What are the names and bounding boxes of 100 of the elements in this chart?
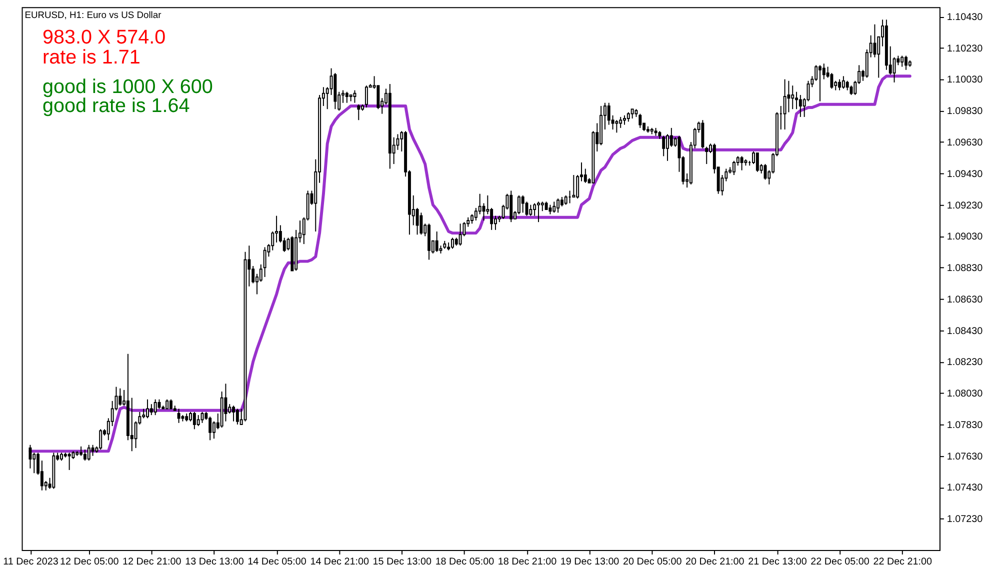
candlestick	[146, 398, 149, 419]
candlestick	[814, 64, 818, 82]
y-tick-label: 1.09630	[946, 138, 983, 149]
y-tick-label: 1.08030	[946, 388, 983, 400]
x-tick-label: 20 Dec 05:00	[622, 556, 682, 568]
candlestick	[564, 194, 568, 206]
x-tick-label: 21 Dec 13:00	[748, 556, 808, 568]
candlestick	[529, 204, 532, 216]
candlestick	[623, 114, 626, 126]
candlestick	[192, 411, 196, 430]
x-tick-label: 14 Dec 21:00	[310, 556, 370, 568]
candlestick	[756, 152, 759, 172]
y-tick-label: 1.07230	[946, 514, 983, 526]
candlestick	[87, 444, 90, 462]
candlestick	[271, 230, 274, 251]
candlestick	[615, 120, 618, 134]
candlestick	[662, 135, 666, 157]
candlestick	[345, 91, 348, 104]
candlestick	[435, 230, 438, 252]
candlestick	[892, 56, 896, 83]
candlestick	[798, 94, 802, 118]
x-tick-label: 18 Dec 21:00	[498, 556, 558, 568]
candlestick	[189, 411, 192, 422]
y-tick-label: 1.08430	[946, 326, 983, 337]
candlestick	[521, 194, 524, 214]
candlestick	[263, 246, 266, 278]
candlestick	[353, 90, 356, 104]
candlestick	[275, 215, 278, 243]
candlestick	[818, 64, 822, 102]
y-tick-label: 1.08230	[946, 357, 983, 368]
candlestick	[791, 85, 794, 110]
y-tick-label: 1.09430	[946, 168, 983, 180]
candlestick	[740, 156, 744, 171]
candlestick	[420, 212, 423, 236]
candlestick	[232, 405, 236, 422]
candlestick	[850, 85, 853, 96]
candlestick	[732, 160, 736, 176]
candlestick	[560, 196, 564, 207]
candlestick	[357, 104, 360, 121]
candlestick	[99, 428, 102, 450]
y-tick-label: 1.09830	[946, 106, 983, 118]
y-tick-label: 1.08630	[946, 294, 983, 306]
candlestick	[80, 446, 83, 456]
candlestick	[154, 398, 157, 416]
candlestick	[169, 398, 172, 410]
y-tick-label: 1.07630	[946, 451, 983, 462]
x-tick-label: 18 Dec 05:00	[435, 556, 495, 568]
candlestick	[630, 108, 634, 120]
y-tick-label: 1.10030	[946, 74, 983, 86]
annotation: rate is 1.71	[42, 46, 140, 68]
candlestick	[556, 198, 560, 214]
x-tick-label: 12 Dec 21:00	[122, 556, 182, 568]
candlestick	[552, 201, 556, 214]
candlestick	[576, 174, 580, 200]
candlestick	[510, 190, 513, 223]
candlestick	[83, 449, 86, 462]
candlestick	[236, 408, 239, 425]
chart-title: EURUSD, H1: Euro vs US Dollar	[24, 8, 162, 20]
x-tick-label: 15 Dec 13:00	[372, 556, 432, 568]
candlestick	[208, 416, 212, 441]
candlestick	[150, 404, 153, 416]
y-tick-label: 1.09230	[946, 200, 983, 212]
candlestick	[846, 80, 849, 91]
y-tick-label: 1.07430	[946, 482, 983, 494]
candlestick	[177, 408, 180, 424]
y-tick-label: 1.10430	[946, 12, 983, 23]
candlestick	[166, 398, 169, 410]
candlestick	[490, 207, 494, 230]
y-tick-label: 1.08830	[946, 263, 983, 274]
annotation: good is 1000 X 600	[42, 76, 213, 98]
candlestick	[458, 223, 462, 246]
candlestick	[537, 201, 540, 223]
candlestick	[626, 112, 630, 122]
candlestick	[259, 264, 262, 282]
candlestick	[705, 146, 708, 165]
x-tick-label: 14 Dec 05:00	[248, 556, 307, 568]
candlestick	[666, 134, 669, 162]
candlestick	[900, 55, 904, 68]
candlestick	[474, 207, 478, 222]
candlestick	[584, 168, 587, 184]
x-tick-label: 11 Dec 2023	[3, 556, 59, 568]
candlestick	[533, 202, 536, 216]
candlestick	[701, 120, 704, 149]
y-tick-label: 1.07830	[946, 420, 983, 431]
x-tick-label: 22 Dec 21:00	[873, 556, 932, 568]
x-tick-label: 19 Dec 13:00	[560, 556, 620, 568]
candlestick	[619, 116, 622, 128]
candlestick	[91, 444, 94, 456]
y-tick-label: 1.10230	[946, 43, 983, 54]
candlestick	[783, 78, 786, 130]
candlestick	[450, 237, 454, 250]
candlestick	[838, 78, 842, 91]
candlestick	[607, 102, 610, 126]
candlestick	[68, 452, 71, 470]
candlestick	[638, 113, 642, 128]
candlestick	[130, 397, 134, 452]
candlestick	[548, 204, 552, 215]
candlestick	[670, 127, 673, 148]
candlestick	[795, 91, 798, 110]
candlestick	[28, 444, 32, 469]
